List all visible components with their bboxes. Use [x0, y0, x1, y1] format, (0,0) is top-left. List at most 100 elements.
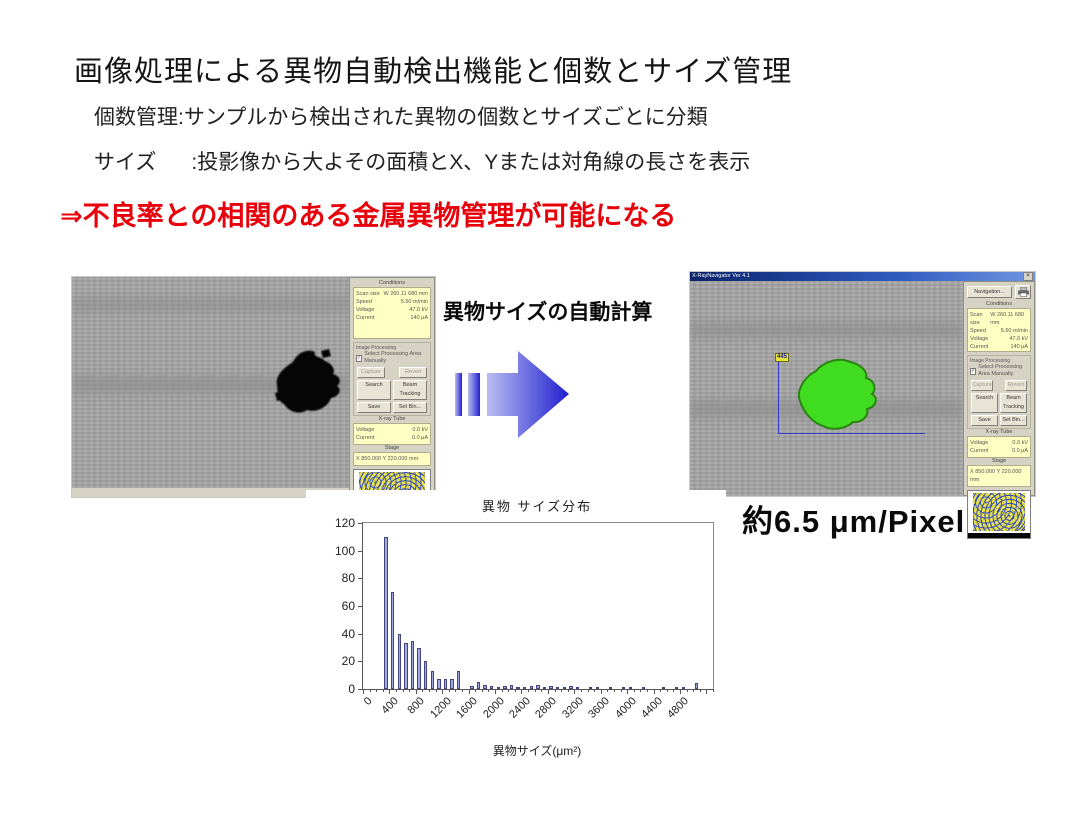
chart-bar	[589, 687, 593, 689]
chart-bar	[542, 687, 547, 689]
save-button[interactable]: Save	[357, 402, 391, 413]
y-axis-tick	[358, 661, 363, 663]
x-axis-tick	[363, 689, 364, 694]
conditions-row-label: Voltage	[970, 336, 989, 342]
chart-bar	[509, 684, 514, 689]
conditions-row-label: Current	[356, 315, 375, 321]
chart-bar	[417, 647, 421, 689]
blue-right-arrow	[455, 351, 569, 438]
capture-button[interactable]: Capture	[971, 380, 993, 391]
pixel-scale-note: 約6.5 μm/Pixel	[742, 504, 966, 539]
x-axis-tick	[587, 689, 589, 692]
y-axis-tick	[358, 606, 363, 607]
y-axis-tick-label: 120	[334, 516, 355, 530]
manual-area-checkbox-row[interactable]: ✓ Select Processing Area Manually	[970, 364, 1028, 378]
navigation-button[interactable]: Navigation...	[967, 286, 1012, 298]
tube-row-label: Current	[970, 448, 989, 454]
tracking-button[interactable]: Beam Tracking	[1000, 393, 1027, 413]
x-axis-tick	[627, 689, 629, 694]
chart-bar	[384, 536, 388, 689]
conditions-row-label: Voltage	[356, 307, 375, 313]
x-axis-tick	[679, 689, 681, 694]
chart-bar	[562, 687, 566, 689]
chart-bar	[397, 633, 401, 689]
conditions-box: Scan size W 260.11 680 mm Speed 5.60 m/min…	[353, 287, 431, 339]
y-axis-tick-label: 100	[334, 543, 355, 558]
x-axis-tick	[620, 689, 622, 692]
x-axis-tick	[633, 689, 635, 692]
checkbox-icon[interactable]: ✓	[970, 367, 977, 375]
chart-bar	[681, 687, 685, 689]
stage-coordinates: X 850.000 Y 220.000 mm	[970, 469, 1022, 483]
y-axis-tick-label: 40	[341, 626, 355, 641]
blob-size-tag: 445	[775, 353, 790, 362]
manual-area-checkbox-row[interactable]: ✓ Select Processing Area Manually	[356, 351, 428, 365]
chart-bar	[503, 686, 507, 689]
x-axis-tick	[382, 689, 384, 692]
left-scan-image	[72, 277, 349, 488]
chart-bar	[575, 687, 580, 689]
y-axis-tick	[358, 633, 363, 635]
y-axis-tick	[358, 523, 363, 524]
chart-bar	[641, 687, 646, 689]
xray-tube-box: Voltage 0.0 kV Current 0.0 μA	[967, 436, 1031, 458]
close-icon[interactable]: ×	[1023, 272, 1033, 281]
x-axis-tick	[607, 689, 609, 692]
map-thumbnail[interactable]	[967, 490, 1031, 539]
tracking-button[interactable]: Beam Tracking	[393, 380, 427, 400]
conditions-row-label: Speed	[970, 328, 986, 334]
tube-row-value: 0.0 μA	[411, 435, 428, 441]
print-button[interactable]	[1015, 285, 1031, 299]
x-axis-tick	[666, 689, 668, 692]
x-axis-tick	[541, 689, 543, 692]
conditions-row-value: 47.0 kV	[1009, 336, 1028, 342]
x-axis-tick	[706, 689, 708, 694]
revert-button[interactable]: Revert	[1005, 380, 1027, 391]
chart-bar	[437, 679, 441, 689]
x-axis-tick	[567, 689, 569, 692]
capture-button[interactable]: Capture	[357, 367, 385, 378]
left-control-panel: Conditions Scan size W 260.11 680 mm Spee…	[349, 277, 435, 535]
window-titlebar[interactable]: X-RayNavigator Ver 4.1 ×	[690, 272, 1035, 281]
chart-bar	[595, 687, 600, 689]
conditions-row-value: 5.60 m/min	[400, 299, 428, 305]
set-bin-button[interactable]: Set Bin...	[393, 402, 427, 413]
chart-bar	[443, 679, 448, 689]
conditions-title: Conditions	[986, 301, 1012, 307]
tube-row-value: 0.0 kV	[412, 427, 428, 433]
chart-bar	[556, 687, 560, 689]
y-axis-tick	[358, 578, 363, 580]
set-bin-button[interactable]: Set Bin...	[1000, 415, 1027, 426]
chart-bar	[549, 686, 553, 689]
stage-title: Stage	[384, 445, 400, 451]
chart-title: 異物 サイズ分布	[481, 499, 593, 514]
x-axis-tick	[561, 689, 563, 692]
chart-bar	[490, 686, 494, 689]
conditions-row-value: 47.0 kV	[409, 307, 428, 313]
checkbox-icon[interactable]: ✓	[356, 354, 363, 362]
chart-bar	[569, 686, 573, 689]
xray-tube-title: X-ray Tube	[985, 429, 1013, 435]
stage-coordinates: X 850.000 Y 220.000 mm	[356, 456, 419, 462]
x-axis-tick	[600, 689, 602, 694]
search-button[interactable]: Search	[971, 393, 998, 413]
x-axis-tick	[455, 689, 457, 692]
tube-row-value: 0.0 μA	[1011, 448, 1028, 454]
x-axis-tick	[442, 689, 444, 694]
tube-row-label: Voltage	[970, 440, 989, 446]
stage-title: Stage	[991, 458, 1007, 464]
x-axis-tick	[508, 689, 510, 692]
y-axis-tick-label: 20	[341, 654, 355, 669]
save-button[interactable]: Save	[971, 415, 998, 426]
tube-row-label: Voltage	[356, 427, 375, 433]
y-axis-tick-label: 80	[341, 571, 355, 586]
chart-bar	[430, 671, 434, 689]
thumbnail-scrollbar	[968, 533, 1030, 538]
bullet-count-management: 個数管理:サンプルから検出された異物の個数とサイズごとに分類	[94, 106, 708, 129]
conditions-row-value: W 260.11 680 mm	[383, 291, 428, 297]
conditions-row-label: Speed	[356, 299, 372, 305]
x-axis-tick	[422, 689, 424, 692]
revert-button[interactable]: Revert	[399, 367, 427, 378]
search-button[interactable]: Search	[357, 380, 391, 400]
